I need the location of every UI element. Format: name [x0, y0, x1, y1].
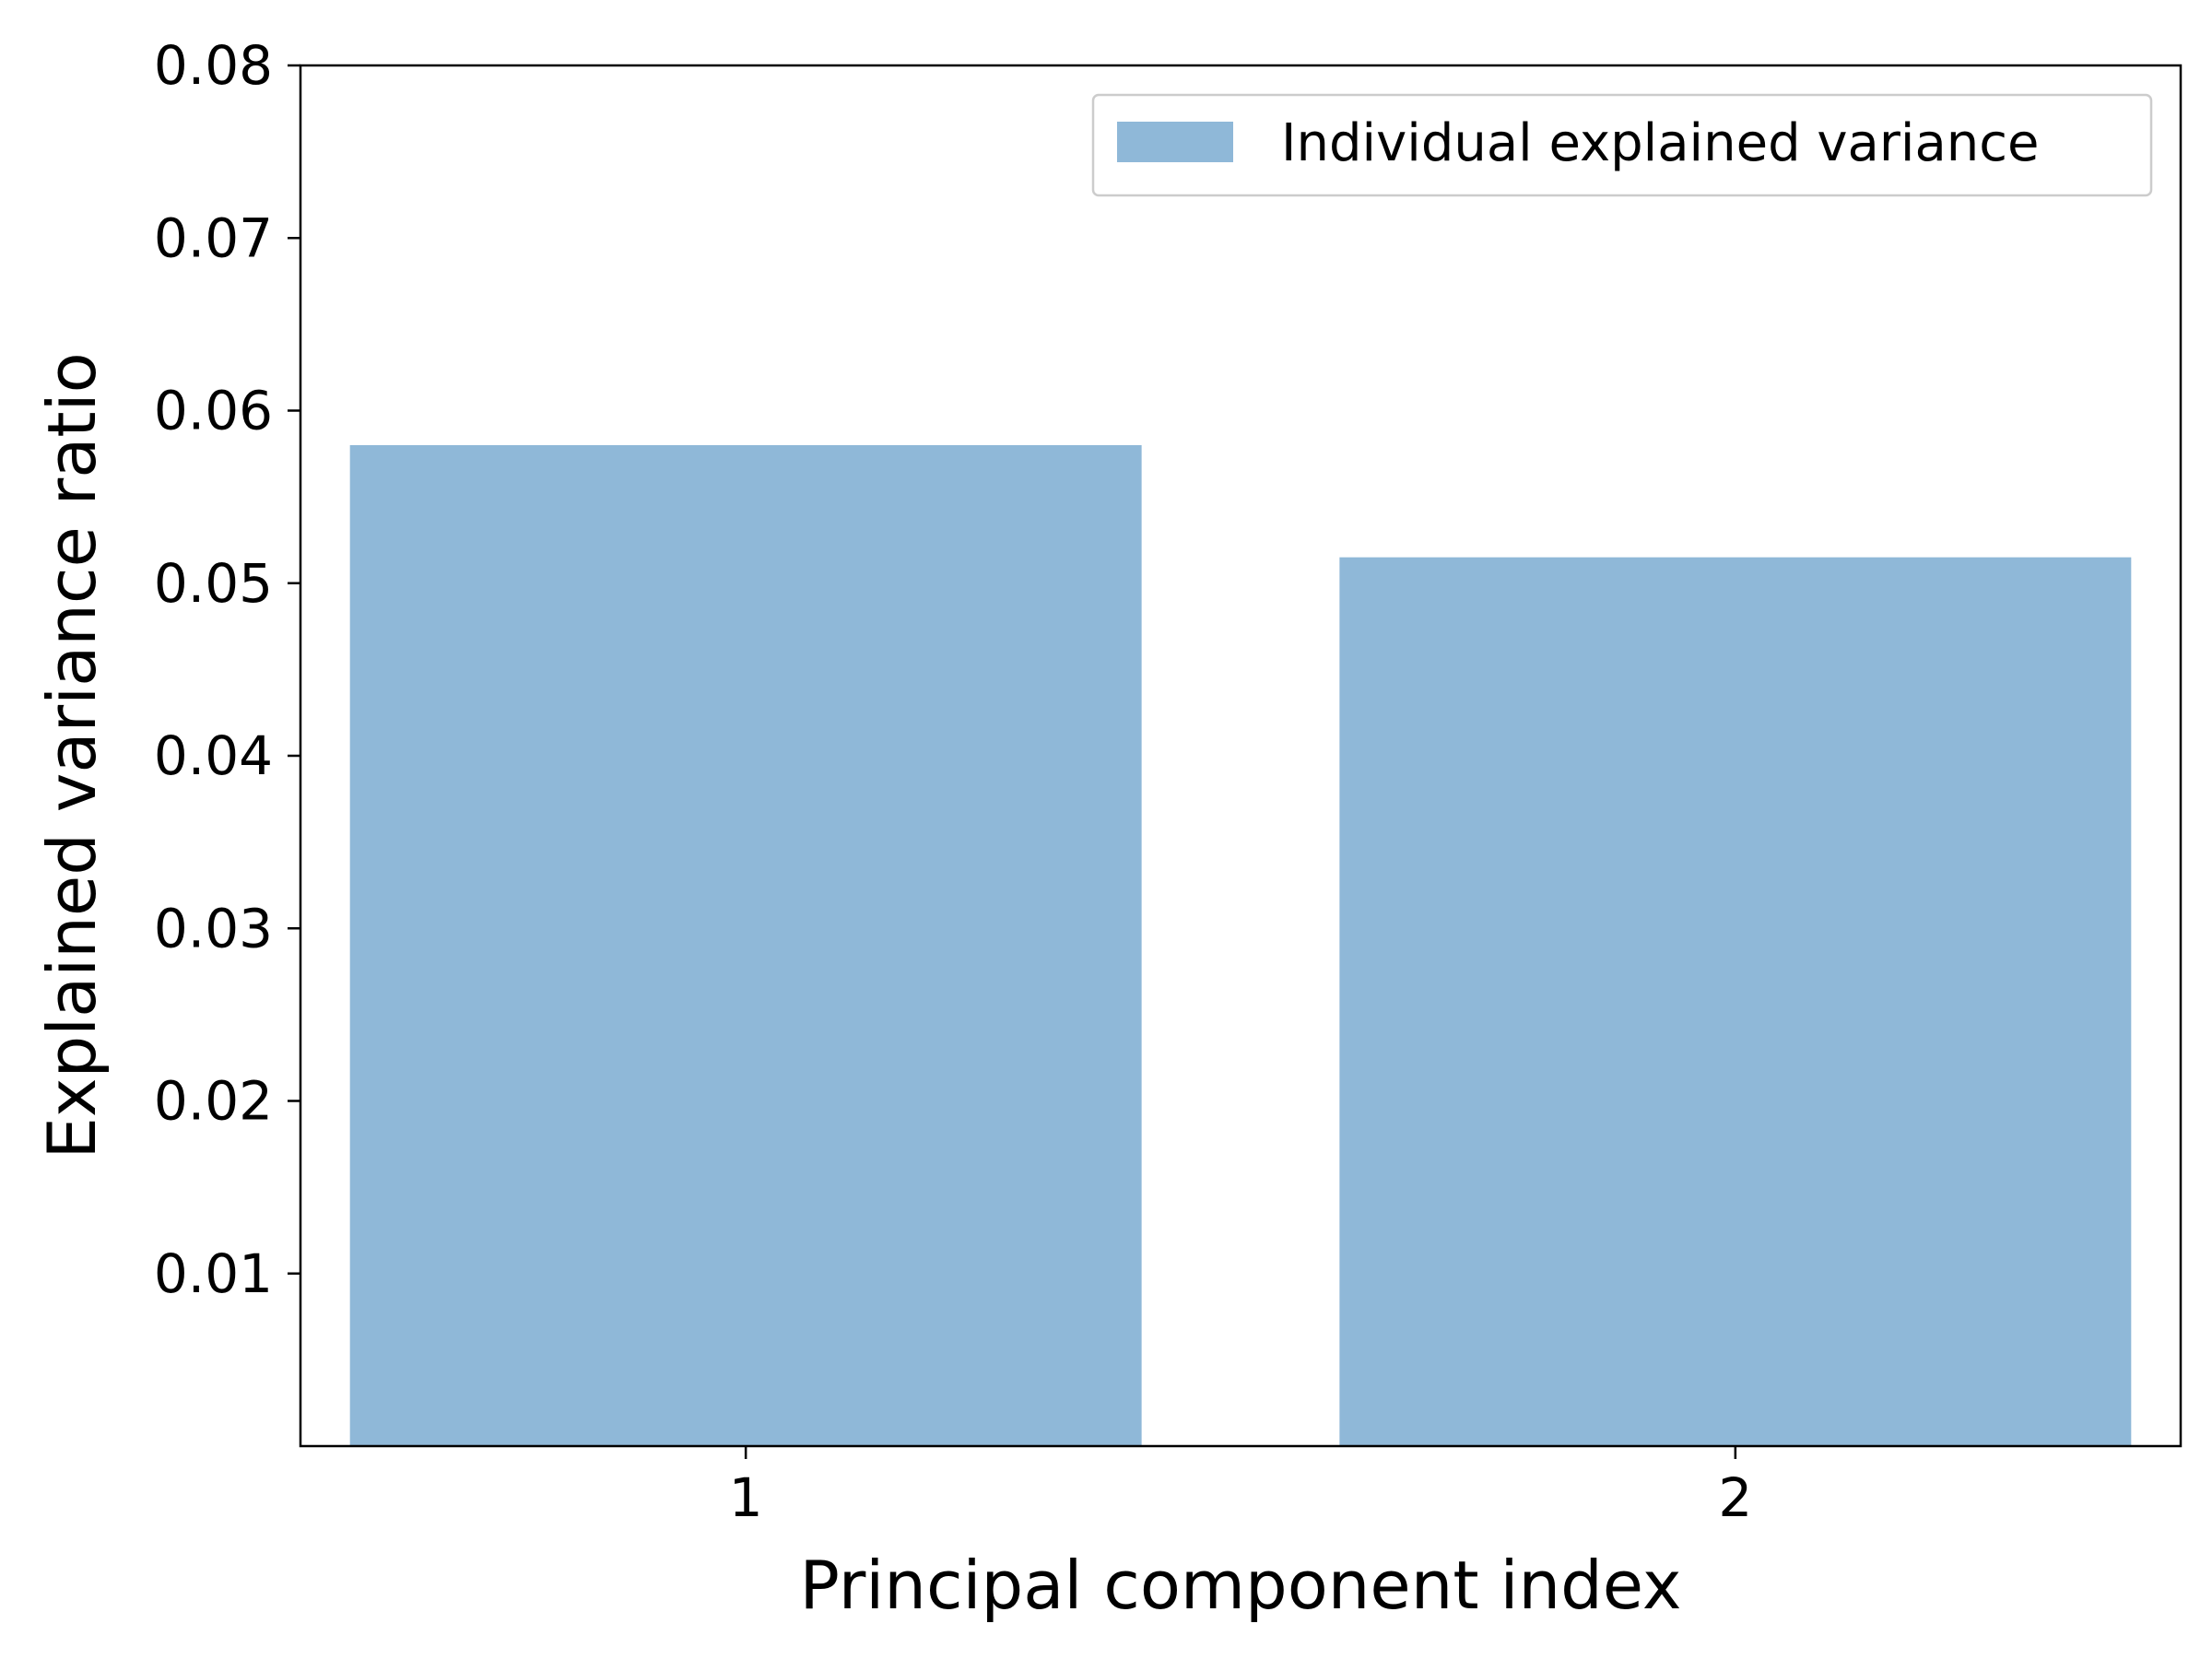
bars-layer [349, 444, 2132, 1447]
y-tick-label: 0.03 [154, 897, 273, 959]
plot-frame [299, 64, 2183, 1448]
legend-swatch [1117, 122, 1233, 162]
legend-label: Individual explained variance [1281, 113, 2040, 173]
y-tick-label: 0.07 [154, 206, 273, 269]
x-tick-label: 1 [729, 1466, 763, 1529]
bar-1 [349, 444, 1142, 1447]
y-tick-label: 0.01 [154, 1242, 273, 1305]
y-axis-ticks: 0.01 0.02 0.03 0.04 0.05 0.06 0.07 0.08 [154, 34, 300, 1305]
legend-box [1091, 93, 2153, 197]
y-tick-label: 0.05 [154, 552, 273, 615]
x-tick-label: 2 [1718, 1466, 1752, 1529]
y-tick-label: 0.04 [154, 724, 273, 787]
y-axis-title: Explained variance ratio [33, 352, 111, 1159]
y-tick-label: 0.08 [154, 34, 273, 97]
legend: Individual explained variance [1091, 93, 2153, 197]
y-tick-label: 0.06 [154, 380, 273, 442]
x-axis-title: Principal component index [800, 1547, 1682, 1624]
y-tick-label: 0.02 [154, 1070, 273, 1133]
bar-2 [1339, 557, 2132, 1446]
